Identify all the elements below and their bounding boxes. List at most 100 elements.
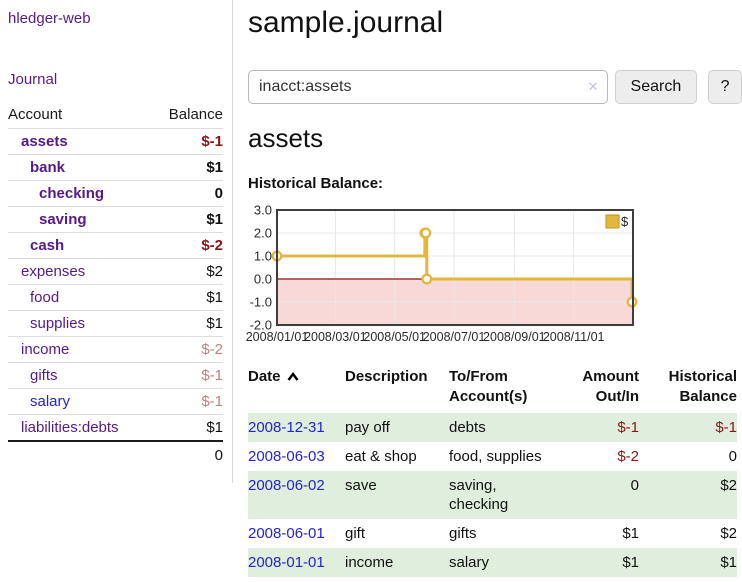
register-row: 2008-01-01 income salary $1 $1	[248, 548, 737, 577]
account-row: assets $-1	[8, 128, 223, 155]
x-tick-label: 2008/03/01	[304, 330, 367, 344]
date-column-header[interactable]: Date	[248, 365, 345, 413]
account-name-cell: checking	[8, 180, 153, 207]
description-cell: save	[345, 477, 377, 494]
account-link[interactable]: expenses	[21, 263, 86, 280]
sidebar: hledger-web Journal Account Balance asse…	[0, 0, 233, 483]
account-balance: $-2	[152, 232, 223, 259]
y-tick-label: 0.0	[254, 272, 272, 287]
account-heading: assets	[248, 123, 324, 153]
register-table-body: 2008-12-31 pay off debts $-1 $-1 2008-06-03 ea…	[248, 413, 737, 577]
nav-journal-link[interactable]: Journal	[8, 71, 58, 88]
accounts-total-spacer	[8, 440, 153, 469]
register-table: Date Description To/From Account(s) Amou…	[248, 365, 737, 577]
account-link[interactable]: gifts	[30, 367, 58, 384]
account-balance: $1	[152, 206, 223, 233]
x-tick-label: 2008/01/01	[246, 330, 309, 344]
date-header-label: Date	[248, 368, 281, 385]
account-name-cell: saving	[8, 206, 153, 233]
account-row: liabilities:debts $1	[8, 414, 223, 441]
account-row: expenses $2	[8, 258, 223, 285]
account-balance: $-1	[152, 388, 223, 415]
transaction-date-link[interactable]: 2008-12-31	[248, 419, 325, 436]
amount-cell: $1	[622, 525, 639, 542]
register-header-row: Date Description To/From Account(s) Amou…	[248, 365, 737, 413]
amount-cell: $-2	[617, 448, 639, 465]
accounts-total-row: 0	[8, 440, 223, 469]
description-cell: income	[345, 554, 394, 571]
amount-cell: $1	[622, 554, 639, 571]
app-title-link[interactable]: hledger-web	[8, 10, 91, 27]
account-link[interactable]: salary	[30, 393, 71, 410]
y-tick-label: -1.0	[250, 295, 272, 310]
account-row: salary $-1	[8, 388, 223, 415]
account-link[interactable]: checking	[39, 185, 105, 202]
account-name-cell: bank	[8, 154, 153, 181]
register-row: 2008-06-01 gift gifts $1 $2	[248, 519, 737, 548]
y-tick-label: -2.0	[250, 318, 272, 333]
account-balance: 0	[152, 180, 223, 207]
transaction-date-link[interactable]: 2008-06-02	[248, 477, 325, 494]
account-link[interactable]: saving	[39, 211, 87, 228]
account-link[interactable]: assets	[21, 133, 68, 150]
amount-cell: $-1	[617, 419, 639, 436]
account-name-cell: income	[8, 336, 153, 363]
account-row: saving $1	[8, 206, 223, 233]
search-button[interactable]: Search	[614, 70, 698, 104]
page-title: sample.journal	[248, 6, 444, 39]
account-name-cell: supplies	[8, 310, 153, 337]
x-tick-label: 2008/05/01	[363, 330, 426, 344]
search-input-wrap: ✕	[248, 70, 608, 104]
legend-swatch	[605, 214, 620, 229]
account-name-cell: expenses	[8, 258, 153, 285]
account-row: checking 0	[8, 180, 223, 207]
date-cell: 2008-06-02	[248, 471, 345, 519]
search-form: ✕ Search ?	[248, 70, 742, 104]
chart-container: $3.0 2.0 1.0 0.0 -1.0 -2.0 2008/01/01 2008/03/0…	[240, 203, 640, 349]
description-cell: pay off	[345, 419, 390, 436]
description-cell: gift	[345, 525, 366, 542]
transaction-date-link[interactable]: 2008-01-01	[248, 554, 325, 571]
balance-cell: 0	[728, 448, 737, 465]
account-row: income $-2	[8, 336, 223, 363]
chart-label: Historical Balance:	[248, 175, 384, 192]
account-row: supplies $1	[8, 310, 223, 337]
accounts-total-value: 0	[152, 440, 223, 469]
account-link[interactable]: supplies	[30, 315, 86, 332]
search-input[interactable]	[248, 70, 608, 104]
accounts-cell: saving, checking	[449, 477, 509, 513]
account-name-cell: salary	[8, 388, 153, 415]
account-link[interactable]: food	[30, 289, 60, 306]
account-link[interactable]: income	[21, 341, 70, 358]
help-button[interactable]: ?	[708, 70, 742, 104]
x-tick-label: 2008/07/01	[423, 330, 486, 344]
account-row: food $1	[8, 284, 223, 311]
tofrom-column-header: To/From Account(s)	[449, 368, 528, 405]
accounts-cell: debts	[449, 419, 486, 436]
balance-cell: $2	[720, 477, 737, 494]
legend-label: $	[621, 214, 629, 229]
account-row: gifts $-1	[8, 362, 223, 389]
y-tick-label: 1.0	[254, 249, 272, 264]
account-column-header: Account	[8, 106, 63, 123]
account-row: bank $1	[8, 154, 223, 181]
balance-cell: $1	[720, 554, 737, 571]
account-link[interactable]: bank	[30, 159, 66, 176]
transaction-date-link[interactable]: 2008-06-03	[248, 448, 325, 465]
register-row: 2008-06-02 save saving, checking 0 $2	[248, 471, 737, 519]
transaction-date-link[interactable]: 2008-06-01	[248, 525, 325, 542]
amount-column-header: Amount Out/In	[582, 368, 639, 405]
amount-cell: 0	[630, 477, 639, 494]
clear-search-icon[interactable]: ✕	[587, 79, 599, 94]
account-link[interactable]: liabilities:debts	[21, 419, 119, 436]
account-balance: $-1	[152, 362, 223, 389]
account-balance: $-1	[152, 128, 223, 155]
accounts-cell: food, supplies	[449, 448, 542, 465]
account-link[interactable]: cash	[30, 237, 65, 254]
account-balance: $-2	[152, 336, 223, 363]
date-cell: 2008-06-03	[248, 442, 345, 471]
date-cell: 2008-12-31	[248, 413, 345, 442]
account-name-cell: food	[8, 284, 153, 311]
date-cell: 2008-01-01	[248, 548, 345, 577]
accounts-cell: gifts	[449, 525, 477, 542]
